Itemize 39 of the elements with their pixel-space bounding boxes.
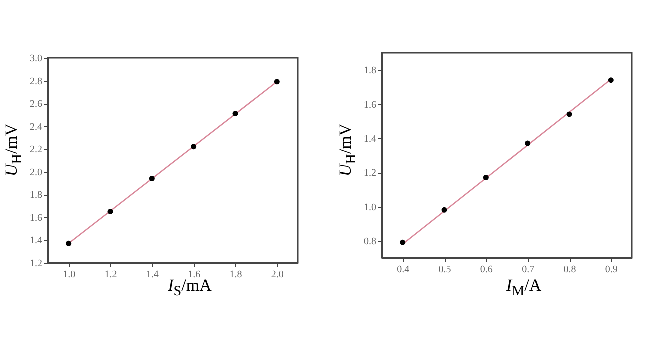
point [108, 209, 114, 214]
y-tick-label: 2.4 [30, 122, 42, 133]
point [232, 111, 238, 117]
point [149, 176, 155, 182]
point [566, 112, 572, 118]
y-tick-label: 1.8 [364, 66, 376, 77]
y-tick-label: 2.6 [30, 99, 42, 110]
x-tick-label: 0.5 [438, 264, 452, 276]
x-tick-label: 1.8 [230, 270, 242, 280]
y-tick-label: 1.0 [364, 202, 376, 214]
point [66, 240, 72, 246]
y-tick-label: 2.8 [30, 76, 42, 88]
x-tick-label: 1.0 [63, 270, 76, 280]
x-tick-label: 2.0 [271, 270, 284, 280]
y-tick-label: 1.6 [364, 100, 376, 111]
y-tick-label: 1.2 [364, 168, 376, 180]
point [400, 240, 406, 246]
y-tick-label: 2.2 [30, 144, 42, 156]
x-tick-label: 0.9 [605, 264, 618, 276]
point [525, 140, 531, 146]
point [483, 174, 489, 180]
y-tick-label: 0.8 [364, 236, 376, 248]
point [274, 79, 280, 85]
y-tick-label: 1.6 [30, 212, 42, 224]
y-tick-label: 3.0 [30, 54, 42, 64]
y-tick-label: 2.0 [30, 167, 42, 178]
point [191, 144, 197, 150]
x-axis-title: I$_{M}$/A [505, 276, 543, 300]
x-tick-label: 1.2 [104, 270, 118, 280]
point [608, 78, 614, 84]
x-tick-label: 0.8 [564, 264, 576, 276]
y-tick-label: 1.4 [364, 134, 376, 145]
point [442, 207, 448, 213]
x-tick-label: 1.4 [146, 270, 159, 280]
y-tick-label: 1.8 [30, 190, 42, 202]
x-tick-label: 0.6 [480, 264, 493, 276]
y-tick-label: 1.4 [30, 236, 42, 247]
x-tick-label: 0.7 [522, 264, 535, 276]
x-tick-label: 0.4 [397, 264, 410, 276]
